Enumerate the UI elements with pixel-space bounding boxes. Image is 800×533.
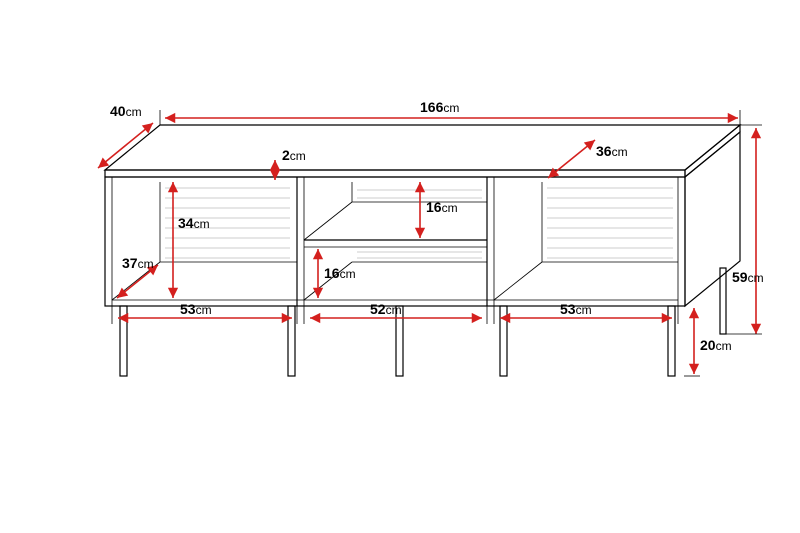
svg-text:16cm: 16cm bbox=[426, 199, 458, 215]
dim-total-height-value: 59 bbox=[732, 269, 748, 285]
svg-text:2cm: 2cm bbox=[282, 147, 306, 163]
svg-text:166cm: 166cm bbox=[420, 99, 459, 115]
dim-depth-top: 40cm bbox=[98, 103, 153, 168]
svg-text:53cm: 53cm bbox=[560, 301, 592, 317]
dim-inner-depth-value: 36 bbox=[596, 143, 612, 159]
dim-left-width-value: 53 bbox=[180, 301, 196, 317]
dim-mid-lower: 16cm bbox=[318, 249, 356, 298]
middle-compartment bbox=[304, 182, 487, 300]
svg-text:40cm: 40cm bbox=[110, 103, 142, 119]
dim-depth-top-value: 40 bbox=[110, 103, 126, 119]
dim-inner-depth: 36cm bbox=[548, 140, 628, 178]
svg-text:20cm: 20cm bbox=[700, 337, 732, 353]
dim-mid-width-value: 52 bbox=[370, 301, 386, 317]
right-compartment bbox=[494, 182, 678, 300]
dim-mid-upper: 16cm bbox=[420, 182, 458, 238]
dim-left-depth-value: 37 bbox=[122, 255, 138, 271]
dim-right-width: 53cm bbox=[494, 301, 678, 324]
dim-right-width-value: 53 bbox=[560, 301, 576, 317]
dim-mid-lower-value: 16 bbox=[324, 265, 340, 281]
dim-width-top-value: 166 bbox=[420, 99, 444, 115]
dim-leg-height-value: 20 bbox=[700, 337, 716, 353]
legs bbox=[120, 268, 726, 376]
left-compartment bbox=[112, 182, 297, 300]
dim-left-height-value: 34 bbox=[178, 215, 194, 231]
furniture-dimension-diagram: 40cm 166cm 2cm 36cm 34cm 37cm 53cm 16cm bbox=[0, 0, 800, 533]
dim-total-height: 59cm bbox=[726, 125, 764, 334]
dim-top-thickness-value: 2 bbox=[282, 147, 290, 163]
unit: cm bbox=[126, 105, 142, 119]
dim-width-top: 166cm bbox=[160, 99, 740, 125]
svg-text:53cm: 53cm bbox=[180, 301, 212, 317]
dim-leg-height: 20cm bbox=[684, 308, 732, 376]
dim-mid-upper-value: 16 bbox=[426, 199, 442, 215]
svg-text:59cm: 59cm bbox=[732, 269, 764, 285]
dim-left-height: 34cm bbox=[173, 182, 210, 298]
svg-text:36cm: 36cm bbox=[596, 143, 628, 159]
dim-top-thickness: 2cm bbox=[275, 147, 306, 180]
svg-text:16cm: 16cm bbox=[324, 265, 356, 281]
top-slab bbox=[105, 125, 740, 177]
dim-left-width: 53cm bbox=[112, 301, 297, 324]
svg-text:52cm: 52cm bbox=[370, 301, 402, 317]
svg-text:37cm: 37cm bbox=[122, 255, 154, 271]
svg-text:34cm: 34cm bbox=[178, 215, 210, 231]
